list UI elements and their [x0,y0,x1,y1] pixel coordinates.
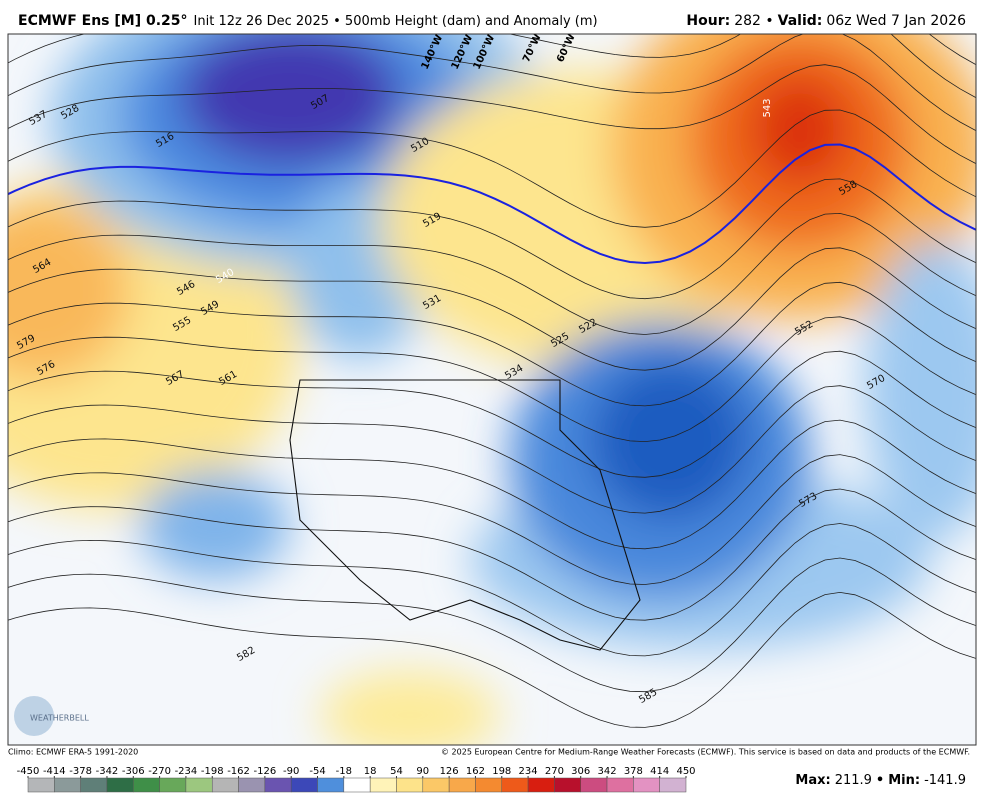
color-bin [554,777,581,793]
contour-line [8,281,976,407]
colorbar-tick-label: -414 [43,766,66,777]
colorbar-tick-label: -54 [309,766,325,777]
contour-line [8,316,976,443]
colorbar-tick-label: 414 [650,766,669,777]
colorbar-tick-label: 378 [624,766,643,777]
contour-label: 543 [762,98,773,117]
color-bin [369,777,397,793]
max-min: Max: 211.9 • Min: -141.9 [795,773,966,788]
color-bin [580,777,608,793]
colorbar-tick-label: -126 [254,766,277,777]
colorbar-tick-label: -450 [17,766,40,777]
contour-line [0,0,984,6]
map-border [7,33,977,746]
contour-line [8,488,976,621]
color-bin [185,777,213,793]
color-bin [264,777,292,793]
color-bin [106,777,134,793]
map: 537 5285165075105195405465495555645795765… [0,0,984,745]
color-bin [475,777,503,793]
color-bin [501,777,529,793]
climo-text: Climo: ECMWF ERA-5 1991-2020 [8,748,138,757]
color-bin [159,777,187,793]
colorbar-tick-label: 234 [519,766,538,777]
color-bin [422,777,450,793]
colorbar-tick-label: 270 [545,766,564,777]
color-bin [317,777,345,793]
color-bin [80,777,108,793]
logo: WEATHERBELL [14,696,89,736]
colorbar-tick-label: 54 [390,766,403,777]
contour-line [8,247,976,371]
colorbar-tick-label: 198 [492,766,511,777]
color-bin [396,777,424,793]
colorbar-tick-label: -234 [175,766,198,777]
color-bin [606,777,634,793]
contour-540 [8,143,976,265]
colorbar: -450 -414 -378 -342 -306 -270 -234 -198 -162 -126… [17,766,696,793]
color-bin [54,777,81,793]
colorbar-tick-label: -306 [122,766,145,777]
colorbar-tick-label: -90 [283,766,299,777]
colorbar-tick-label: -18 [336,766,352,777]
colorbar-tick-label: 342 [597,766,616,777]
colorbar-tick-label: 90 [416,766,429,777]
contour-line [8,557,976,693]
anomaly-field [8,34,976,745]
contours [0,0,984,728]
color-bin [211,777,239,793]
colorbar-tick-label: -378 [69,766,92,777]
colorbar-tick-label: 450 [676,766,695,777]
color-bin [527,777,555,793]
color-bin [133,777,160,793]
header-valid: Hour: 282 • Valid: 06z Wed 7 Jan 2026 [686,13,966,29]
us-outline [289,379,641,651]
contour-line [8,591,976,728]
color-bin [343,777,371,793]
contour-line [8,212,976,335]
contour-line [8,523,976,657]
contour-line [8,454,976,585]
colorbar-tick-label: 162 [466,766,485,777]
contour-line [8,350,976,478]
contour-line [8,34,976,132]
color-bin [238,777,266,793]
color-bin [633,777,660,793]
contour-line [8,64,976,164]
colorbar-tick-label: 18 [364,766,377,777]
colorbar-tick-label: -198 [201,766,224,777]
colorbar-tick-label: -162 [227,766,250,777]
colorbar-tick-label: 126 [440,766,459,777]
contour-line [8,419,976,550]
color-bin [448,777,476,793]
color-bin [27,777,55,793]
colorbar-tick-label: -342 [96,766,119,777]
contour-line [8,178,976,300]
color-bin [659,777,687,793]
contour-line [8,385,976,514]
copyright-text: © 2025 European Centre for Medium-Range … [441,748,970,757]
logo-text: WEATHERBELL [30,714,89,723]
color-bin [290,777,318,793]
colorbar-tick-label: 306 [571,766,590,777]
header-title: ECMWF Ens [M] 0.25° Init 12z 26 Dec 2025 … [18,13,598,29]
contour-line [8,109,976,228]
colorbar-tick-label: -270 [148,766,171,777]
